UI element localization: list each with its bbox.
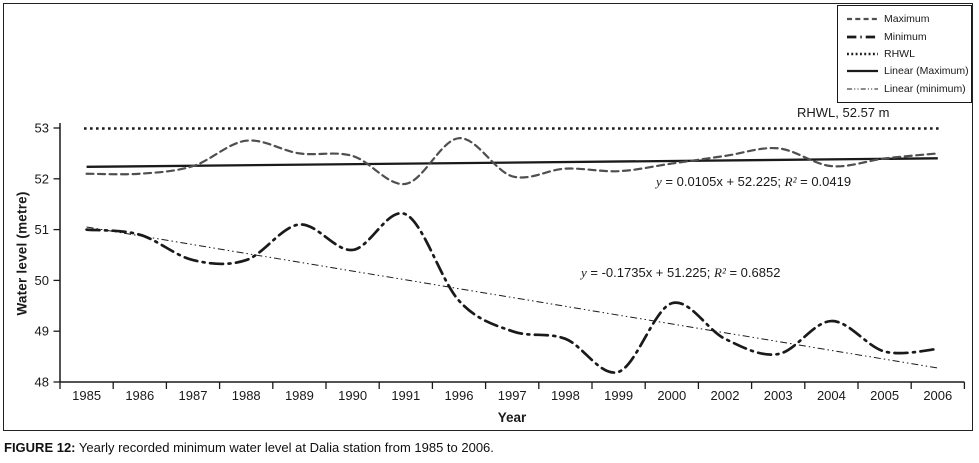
linear-minimum-trendline [86, 226, 938, 369]
x-tick-label: 2000 [657, 388, 686, 403]
equation-y-symbol: y [581, 265, 587, 280]
legend-item-label: Linear (minimum) [884, 82, 966, 95]
x-tick-label: 1987 [179, 388, 208, 403]
x-tick-label: 1996 [445, 388, 474, 403]
figure-caption: FIGURE 12: Yearly recorded minimum water… [4, 440, 494, 455]
legend-item-label: RHWL [884, 47, 915, 60]
equation-y-symbol: y [656, 174, 662, 189]
x-axis-title: Year [497, 410, 527, 425]
x-tick-label: 1990 [338, 388, 367, 403]
equation-r2-value: = 0.0419 [796, 174, 852, 189]
legend-line-sample [847, 35, 878, 39]
x-tick-label: 1986 [125, 388, 154, 403]
maximum-series-line [85, 137, 939, 185]
equation-body: = -0.1735x + 51.225; [586, 265, 714, 280]
caption-text: Yearly recorded minimum water level at D… [75, 440, 494, 455]
rhwl-annotation: RHWL, 52.57 m [797, 105, 890, 120]
max-trendline-equation: y = 0.0105x + 52.225; R² = 0.0419 [656, 174, 851, 190]
chart-frame [3, 3, 973, 431]
minimum-series-line [85, 211, 940, 374]
legend-item: Linear (minimum) [847, 83, 971, 95]
equation-r2-value: = 0.6852 [725, 265, 781, 280]
equation-body: = 0.0105x + 52.225; [661, 174, 785, 189]
water-level-chart: 48 49 50 51 52 53 1985 1986 1987 1988 1989 1990 1991… [35, 121, 966, 403]
x-tick-label: 2002 [711, 388, 740, 403]
x-tick-label: 2004 [817, 388, 846, 403]
x-tick-label: 1999 [604, 388, 633, 403]
legend-item-label: Minimum [884, 30, 927, 43]
y-tick-label: 52 [35, 171, 49, 186]
legend-line-sample [847, 88, 878, 90]
legend-line-sample [847, 70, 878, 73]
equation-r2-symbol: R² [714, 265, 726, 280]
x-tick-label: 1997 [498, 388, 527, 403]
equation-r2-symbol: R² [784, 174, 797, 189]
legend-item: Maximum [847, 13, 971, 25]
legend-item: Linear (Maximum) [847, 65, 971, 77]
y-tick-label: 53 [35, 121, 49, 136]
y-axis-title: Water level (metre) [14, 191, 30, 316]
y-tick-label: 49 [35, 324, 49, 339]
x-tick-label: 1998 [551, 388, 580, 403]
legend-item: Minimum [847, 31, 971, 43]
x-tick-label: 1985 [72, 388, 101, 403]
x-tick-label: 2005 [870, 388, 899, 403]
linear-maximum-trendline [86, 157, 938, 168]
legend-line-sample [847, 18, 878, 21]
legend-item-label: Linear (Maximum) [884, 65, 969, 78]
x-tick-label: 1988 [232, 388, 261, 403]
y-tick-label: 50 [35, 273, 49, 288]
x-tick-label: 2003 [764, 388, 793, 403]
y-tick-label: 51 [35, 222, 49, 237]
y-tick-label: 48 [35, 375, 49, 390]
legend-line-sample [847, 52, 878, 56]
min-trendline-equation: y = -0.1735x + 51.225; R² = 0.6852 [581, 265, 780, 281]
x-tick-label: 1991 [391, 388, 420, 403]
legend: Maximum Minimum RHWL Linear (Maximum) Linear… [837, 5, 972, 103]
x-tick-label: 2006 [923, 388, 952, 403]
legend-item-label: Maximum [884, 13, 930, 26]
caption-label: FIGURE 12: [4, 440, 76, 455]
x-tick-label: 1989 [285, 388, 314, 403]
legend-item: RHWL [847, 48, 971, 60]
